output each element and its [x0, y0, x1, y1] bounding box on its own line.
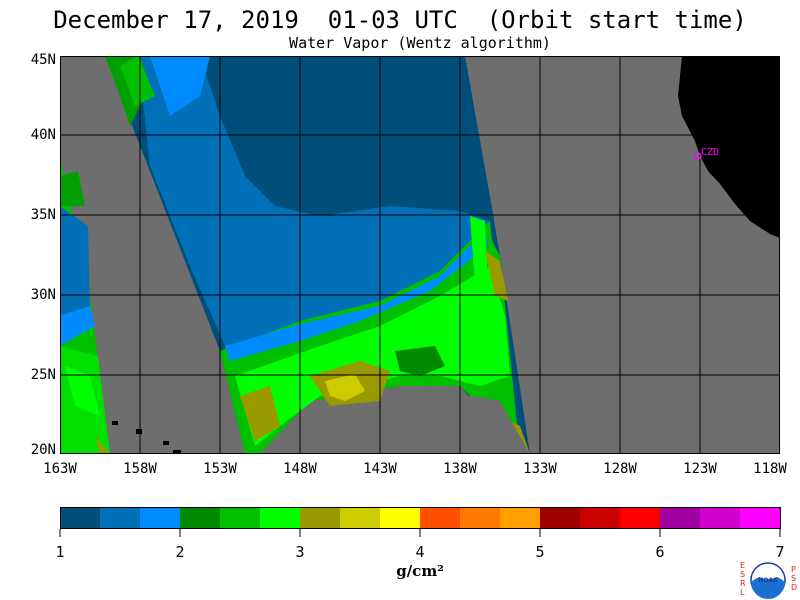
logo-letter-e: E: [740, 561, 745, 570]
colorbar-swatch: [380, 507, 421, 529]
lon-label-158w: 158W: [123, 461, 157, 477]
colorbar-swatch: [340, 507, 381, 529]
colorbar-swatch: [100, 507, 141, 529]
colorbar: [60, 507, 781, 529]
grid-lines: [60, 56, 780, 454]
swath-west: [60, 156, 110, 454]
logo-letter-l: L: [740, 588, 745, 597]
colorbar-swatch: [660, 507, 701, 529]
page-subtitle: Water Vapor (Wentz algorithm): [289, 34, 551, 52]
station-label: CZD: [701, 147, 719, 158]
colorbar-swatch: [60, 507, 101, 529]
lat-label-45n: 45N: [30, 52, 56, 68]
colorbar-tick-5: 5: [535, 543, 545, 561]
lat-label-20n: 20N: [30, 442, 56, 458]
colorbar-tick-3: 3: [295, 543, 305, 561]
logo-letter-s: S: [740, 570, 745, 579]
lon-label-143w: 143W: [363, 461, 397, 477]
page-title: December 17, 2019 01-03 UTC (Orbit start…: [53, 6, 747, 34]
logo-noaa-text: NOAA: [758, 577, 778, 584]
lat-label-25n: 25N: [30, 367, 56, 383]
water-vapor-map: CZD: [60, 56, 780, 454]
lon-label-133w: 133W: [523, 461, 557, 477]
lat-label-40n: 40N: [30, 127, 56, 143]
colorbar-swatch: [220, 507, 261, 529]
colorbar-swatch: [540, 507, 581, 529]
lon-label-128w: 128W: [603, 461, 637, 477]
colorbar-swatch: [500, 507, 541, 529]
colorbar-tick-6: 6: [655, 543, 665, 561]
colorbar-swatch: [260, 507, 301, 529]
noaa-logo-icon: E S R L P S D NOAA: [740, 561, 797, 599]
swath-gap: [310, 394, 530, 454]
colorbar-swatches: [60, 507, 781, 529]
lat-label-30n: 30N: [30, 287, 56, 303]
lon-label-163w: 163W: [43, 461, 77, 477]
colorbar-tick-2: 2: [175, 543, 185, 561]
colorbar-swatch: [460, 507, 501, 529]
colorbar-swatch: [580, 507, 621, 529]
swath-central: [105, 56, 530, 454]
hawaii-islands: [112, 421, 181, 454]
colorbar-ticks: [59, 529, 781, 537]
colorbar-swatch: [140, 507, 181, 529]
colorbar-swatch: [740, 507, 781, 529]
lon-label-148w: 148W: [283, 461, 317, 477]
west-coast-land: [678, 56, 780, 238]
colorbar-swatch: [180, 507, 221, 529]
colorbar-tick-7: 7: [775, 543, 785, 561]
lon-label-118w: 118W: [753, 461, 787, 477]
colorbar-swatch: [420, 507, 461, 529]
lat-label-35n: 35N: [30, 207, 56, 223]
station-marker-icon: [694, 152, 702, 160]
logo-letter-r: R: [740, 579, 746, 588]
colorbar-tick-4: 4: [415, 543, 425, 561]
colorbar-swatch: [300, 507, 341, 529]
logo-letter-d: D: [791, 583, 797, 592]
lon-label-153w: 153W: [203, 461, 237, 477]
lon-label-123w: 123W: [683, 461, 717, 477]
colorbar-unit: g/cm²: [396, 562, 444, 580]
lon-label-138w: 138W: [443, 461, 477, 477]
logo-letter-p: P: [791, 565, 796, 574]
logo-letter-s2: S: [791, 574, 796, 583]
colorbar-tick-1: 1: [55, 543, 65, 561]
colorbar-swatch: [620, 507, 661, 529]
colorbar-swatch: [700, 507, 741, 529]
